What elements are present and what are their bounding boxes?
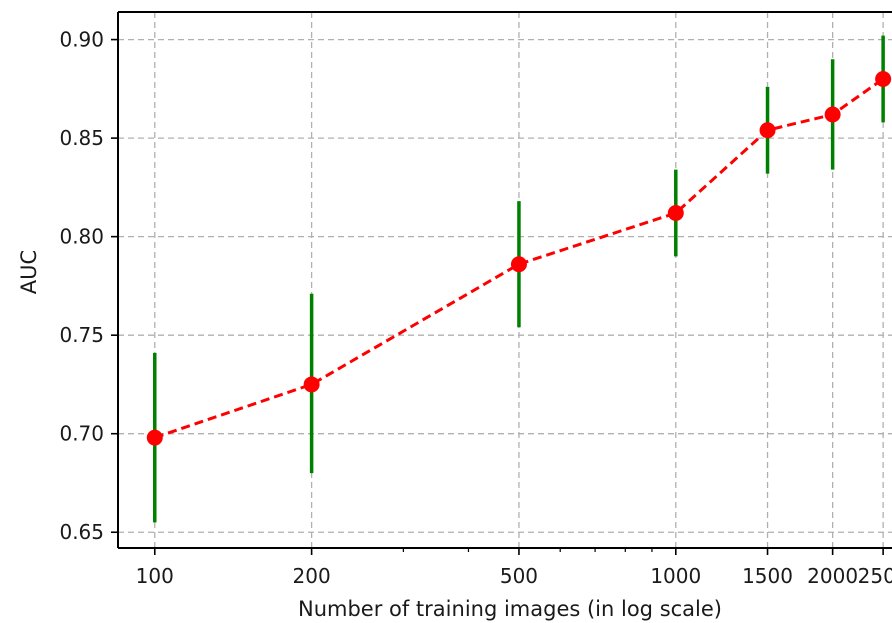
data-point [875,71,892,87]
data-point [510,256,527,273]
plot-frame [117,11,892,549]
x-tick-label: 500 [500,564,538,588]
data-point [759,122,776,139]
data-point [667,205,684,221]
y-tick-label: 0.70 [59,422,104,446]
x-axis-label: Number of training images (in log scale) [298,597,722,621]
y-tick-label: 0.90 [59,28,104,52]
data-point [146,429,163,446]
x-tick-label: 2000 [807,564,858,588]
x-tick-label: 1500 [742,564,793,588]
y-tick-label: 0.80 [59,225,104,249]
error-bars [153,35,885,523]
x-tick-label: 100 [136,564,174,588]
x-tick-label: 200 [293,564,331,588]
x-tick-label: 1000 [650,564,701,588]
data-point [303,376,320,393]
axis-ticks [111,38,884,555]
y-tick-label: 0.85 [59,126,104,150]
grid-lines [118,12,892,548]
y-tick-label: 0.65 [59,520,104,544]
y-tick-label: 0.75 [59,323,104,347]
series-markers [146,71,892,446]
y-axis-label: AUC [17,250,41,294]
data-point [824,106,841,123]
